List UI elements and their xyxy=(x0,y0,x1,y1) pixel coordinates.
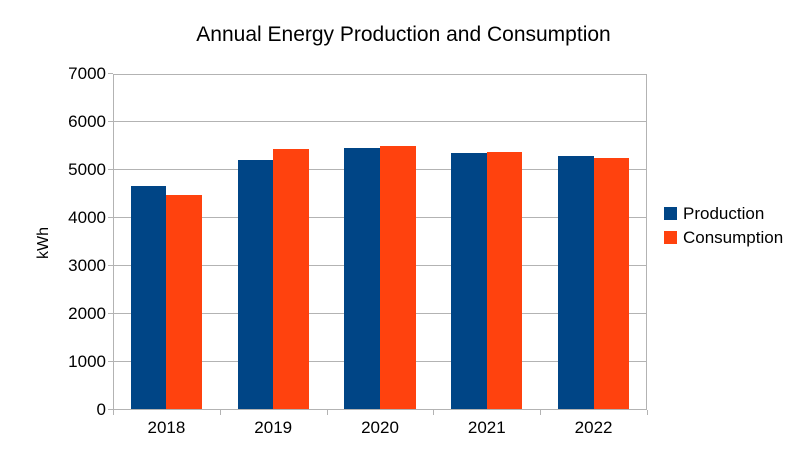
y-tick-mark-4000 xyxy=(108,217,113,218)
y-tick-label-7000: 7000 xyxy=(68,64,106,83)
y-tick-label-3000: 3000 xyxy=(68,256,106,275)
y-tick-label-1000: 1000 xyxy=(68,352,106,371)
x-tick-mark-3 xyxy=(433,410,435,415)
y-tick-mark-7000 xyxy=(108,73,113,74)
x-tick-mark-4 xyxy=(540,410,542,415)
bar-consumption-2019 xyxy=(273,148,309,409)
bar-consumption-2021 xyxy=(486,152,523,409)
x-tick-label-2022: 2022 xyxy=(574,418,613,437)
y-tick-mark-3000 xyxy=(108,265,113,266)
x-tick-label-2020: 2020 xyxy=(361,418,399,437)
y-tick-label-2000: 2000 xyxy=(68,304,106,323)
y-tick-label-4000: 4000 xyxy=(68,208,106,227)
bar-production-2022 xyxy=(558,155,594,409)
legend: Production Consumption xyxy=(664,205,783,253)
legend-swatch-consumption xyxy=(664,231,677,244)
y-tick-mark-2000 xyxy=(108,313,113,314)
y-tick-mark-1000 xyxy=(108,361,113,362)
y-tick-mark-0 xyxy=(108,409,113,410)
bar-consumption-2022 xyxy=(593,157,630,409)
y-tick-label-5000: 5000 xyxy=(68,160,106,179)
y-tick-mark-5000 xyxy=(108,169,113,170)
bar-production-2018 xyxy=(130,186,167,409)
legend-item-production: Production xyxy=(664,205,783,222)
x-tick-mark-1 xyxy=(219,410,221,415)
bar-production-2019 xyxy=(237,160,274,409)
y-tick-label-0: 0 xyxy=(96,400,106,419)
x-tick-mark-2 xyxy=(326,410,328,415)
x-tick-label-2019: 2019 xyxy=(254,418,293,437)
bar-consumption-2018 xyxy=(166,195,202,409)
x-tick-mark-0 xyxy=(113,410,114,415)
legend-swatch-production xyxy=(664,207,677,220)
y-tick-mark-6000 xyxy=(108,121,113,122)
x-tick-label-2021: 2021 xyxy=(467,418,506,437)
bar-production-2021 xyxy=(451,153,487,409)
plot-area xyxy=(113,74,647,410)
x-tick-label-2018: 2018 xyxy=(147,418,186,437)
y-tick-label-6000: 6000 xyxy=(68,112,106,131)
x-tick-mark-5 xyxy=(647,410,648,415)
legend-label-consumption: Consumption xyxy=(683,228,784,247)
chart-title: Annual Energy Production and Consumption xyxy=(196,23,611,46)
legend-item-consumption: Consumption xyxy=(664,229,783,246)
bar-production-2020 xyxy=(344,147,380,409)
gridline-6000 xyxy=(114,121,646,122)
legend-label-production: Production xyxy=(683,204,765,223)
bar-consumption-2020 xyxy=(380,146,416,409)
